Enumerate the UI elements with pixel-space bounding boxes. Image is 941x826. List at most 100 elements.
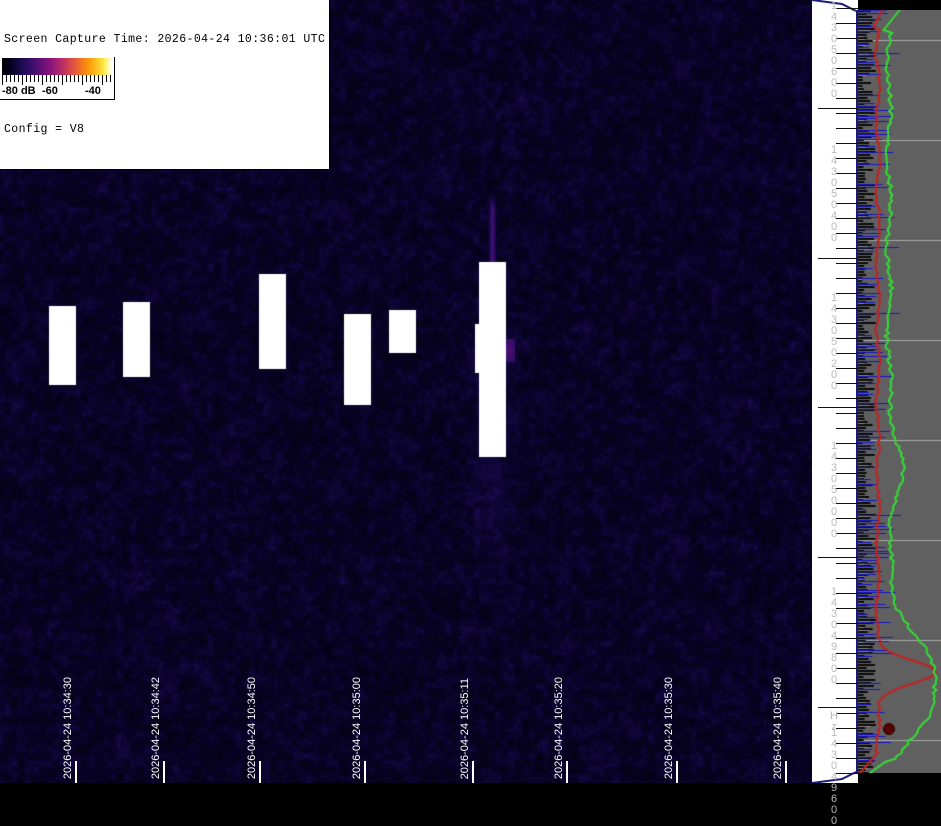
- colorbar-tick: [62, 75, 63, 85]
- colorbar-ticks: [2, 75, 112, 85]
- time-axis-label: 2026-04-24 10:34:50: [246, 676, 258, 779]
- frequency-major-tick: [818, 108, 858, 109]
- frequency-minor-tick: [836, 338, 858, 339]
- colorbar-tick: [110, 75, 111, 82]
- colorbar-label-mid: -60: [42, 85, 58, 97]
- frequency-minor-tick: [836, 563, 858, 564]
- frequency-minor-tick: [836, 398, 858, 399]
- colorbar-tick: [10, 75, 11, 82]
- frequency-minor-tick: [836, 503, 858, 504]
- colorbar-tick: [46, 75, 47, 82]
- frequency-major-tick: [818, 258, 858, 259]
- frequency-minor-tick: [836, 608, 858, 609]
- time-axis-label: 2026-04-24 10:34:30: [62, 676, 74, 779]
- colorbar-tick: [6, 75, 7, 82]
- colorbar-tick: [70, 75, 71, 82]
- colorbar-gradient: [2, 58, 112, 75]
- frequency-minor-tick: [836, 248, 858, 249]
- frequency-minor-tick: [836, 458, 858, 459]
- frequency-axis: [812, 0, 858, 783]
- frequency-minor-tick: [836, 323, 858, 324]
- frequency-minor-tick: [836, 308, 858, 309]
- colorbar-tick: [90, 75, 91, 82]
- colorbar-tick: [94, 75, 95, 82]
- time-axis-tick: [75, 761, 77, 783]
- frequency-minor-tick: [836, 413, 858, 414]
- frequency-minor-tick: [836, 158, 858, 159]
- frequency-minor-tick: [836, 263, 858, 264]
- spectrum-bottom-band: [858, 773, 941, 783]
- frequency-axis-line: [856, 10, 858, 773]
- frequency-minor-tick: [836, 23, 858, 24]
- colorbar-tick: [2, 75, 3, 85]
- time-axis-tick: [364, 761, 366, 783]
- frequency-minor-tick: [836, 368, 858, 369]
- frequency-minor-tick: [836, 278, 858, 279]
- frequency-minor-tick: [836, 533, 858, 534]
- colorbar-tick: [18, 75, 19, 82]
- frequency-minor-tick: [836, 698, 858, 699]
- time-axis-tick: [163, 761, 165, 783]
- colorbar-tick: [22, 75, 23, 85]
- frequency-major-tick: [818, 407, 858, 408]
- colorbar-labels: -80 dB -60 -40: [2, 85, 112, 98]
- frequency-minor-tick: [836, 578, 858, 579]
- frequency-minor-tick: [836, 683, 858, 684]
- frequency-minor-tick: [836, 443, 858, 444]
- frequency-major-tick: [818, 557, 858, 558]
- colorbar-tick: [78, 75, 79, 82]
- time-axis-label: 2026-04-24 10:34:42: [150, 676, 162, 779]
- frequency-minor-tick: [836, 233, 858, 234]
- frequency-axis-top-cap: [812, 0, 858, 12]
- frequency-minor-tick: [836, 593, 858, 594]
- frequency-minor-tick: [836, 428, 858, 429]
- time-axis-label: 2026-04-24 10:35:20: [553, 676, 565, 779]
- frequency-minor-tick: [836, 713, 858, 714]
- colorbar-tick: [102, 75, 103, 85]
- frequency-minor-tick: [836, 173, 858, 174]
- frequency-minor-tick: [836, 113, 858, 114]
- frequency-minor-tick: [836, 473, 858, 474]
- colorbar: -80 dB -60 -40: [0, 57, 115, 100]
- frequency-minor-tick: [836, 218, 858, 219]
- colorbar-label-high: -40: [85, 85, 101, 97]
- frequency-minor-tick: [836, 8, 858, 9]
- frequency-minor-tick: [836, 638, 858, 639]
- spectrum-panel[interactable]: [858, 0, 941, 783]
- time-axis-label: 2026-04-24 10:35:11: [459, 677, 471, 779]
- config-line: Config = V8: [4, 123, 85, 136]
- colorbar-tick: [82, 75, 83, 85]
- frequency-minor-tick: [836, 68, 858, 69]
- capture-time-line: Screen Capture Time: 2026-04-24 10:36:01…: [4, 33, 326, 46]
- frequency-minor-tick: [836, 758, 858, 759]
- time-axis-label: 2026-04-24 10:35:30: [663, 676, 675, 779]
- time-axis-tick: [785, 761, 787, 783]
- spectrum-canvas[interactable]: [858, 0, 941, 783]
- frequency-minor-tick: [836, 518, 858, 519]
- frequency-minor-tick: [836, 143, 858, 144]
- frequency-minor-tick: [836, 353, 858, 354]
- colorbar-tick: [30, 75, 31, 82]
- colorbar-tick: [66, 75, 67, 82]
- colorbar-tick: [54, 75, 55, 82]
- frequency-minor-tick: [836, 773, 858, 774]
- frequency-minor-tick: [836, 53, 858, 54]
- colorbar-tick: [38, 75, 39, 82]
- frequency-minor-tick: [836, 128, 858, 129]
- colorbar-tick: [14, 75, 15, 82]
- frequency-minor-tick: [836, 383, 858, 384]
- colorbar-tick: [42, 75, 43, 85]
- frequency-minor-tick: [836, 623, 858, 624]
- frequency-axis-bottom-cap: [812, 771, 858, 783]
- frequency-minor-tick: [836, 488, 858, 489]
- frequency-minor-tick: [836, 728, 858, 729]
- frequency-minor-tick: [836, 548, 858, 549]
- frequency-minor-tick: [836, 203, 858, 204]
- frequency-minor-tick: [836, 293, 858, 294]
- colorbar-tick: [74, 75, 75, 82]
- time-axis-tick: [566, 761, 568, 783]
- spectrum-top-band: [858, 0, 941, 10]
- frequency-major-tick: [818, 707, 858, 708]
- frequency-minor-tick: [836, 98, 858, 99]
